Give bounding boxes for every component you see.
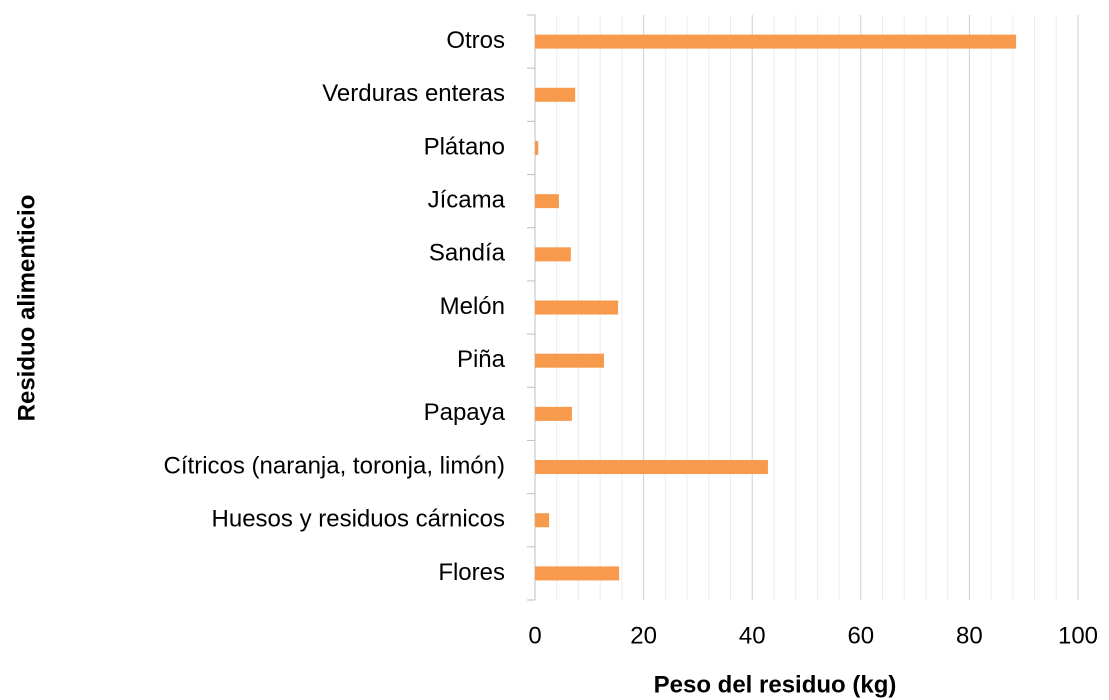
y-tick-label: Otros: [446, 27, 505, 54]
y-tick-label: Plátano: [424, 133, 505, 160]
x-tick-label: 100: [1058, 622, 1098, 649]
y-tick-label: Jícama: [428, 186, 506, 213]
y-tick-label: Melón: [440, 293, 505, 320]
y-tick-label: Sandía: [429, 240, 506, 267]
bar: [535, 247, 571, 262]
x-tick-label: 40: [739, 622, 766, 649]
bar: [535, 300, 619, 315]
x-tick-label: 80: [956, 622, 983, 649]
x-tick-label: 20: [630, 622, 657, 649]
y-axis-title: Residuo alimenticio: [13, 195, 40, 422]
x-axis-title: Peso del residuo (kg): [654, 671, 897, 698]
bar: [535, 140, 539, 155]
y-tick-label: Huesos y residuos cárnicos: [212, 506, 505, 533]
bar: [535, 566, 620, 581]
x-tick-label: 60: [847, 622, 874, 649]
y-tick-label: Papaya: [424, 399, 506, 426]
bar: [535, 87, 576, 102]
y-tick-label: Cítricos (naranja, toronja, limón): [164, 452, 505, 479]
bar: [535, 513, 550, 528]
bar: [535, 353, 604, 368]
x-tick-label: 0: [528, 622, 541, 649]
y-tick-label: Flores: [438, 559, 505, 586]
bar: [535, 34, 1017, 49]
y-tick-label: Verduras enteras: [322, 80, 505, 107]
bar: [535, 460, 768, 475]
bar: [535, 406, 572, 421]
bar: [535, 194, 559, 209]
y-tick-label: Piña: [457, 346, 506, 373]
